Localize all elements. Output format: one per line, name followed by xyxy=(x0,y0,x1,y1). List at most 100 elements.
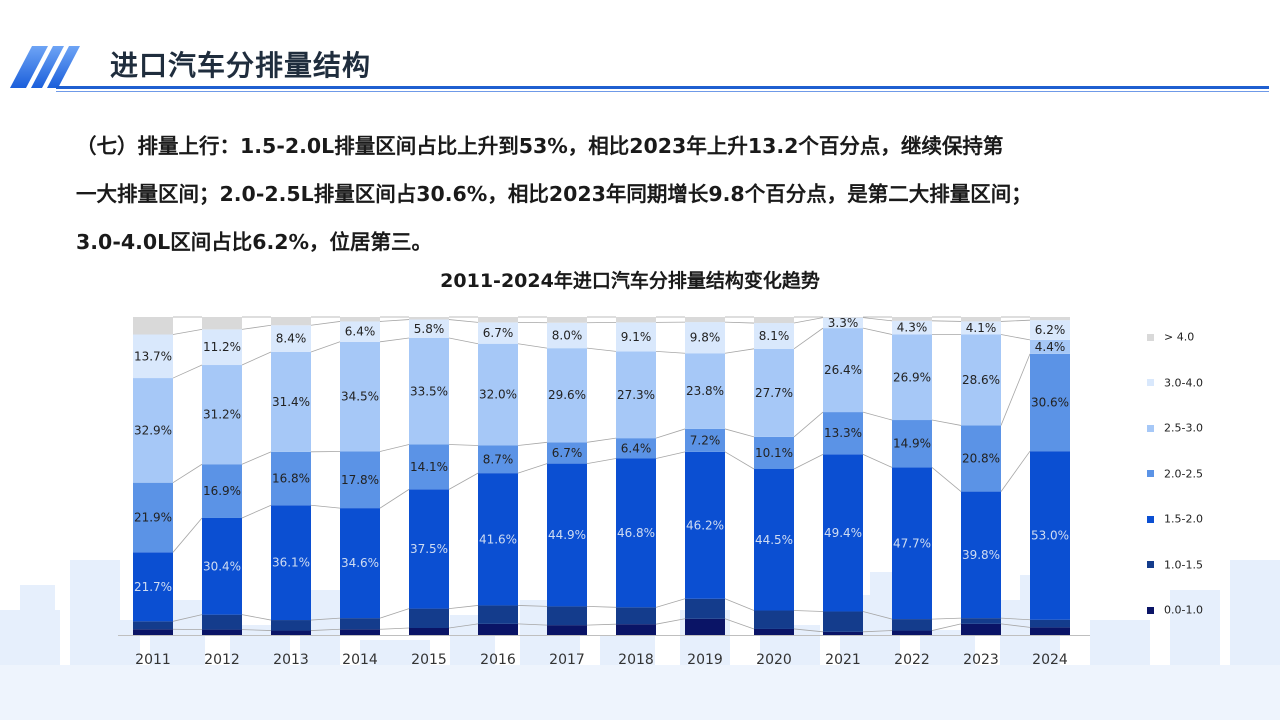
legend-swatch xyxy=(1147,424,1154,432)
series-connector-line xyxy=(172,463,203,484)
data-label: 29.6% xyxy=(548,388,586,402)
summary-line: （七）排量上行：1.5-2.0L排量区间占比上升到53%，相比2023年上升13… xyxy=(76,134,1004,158)
data-label: 7.2% xyxy=(690,433,721,447)
bar-segment xyxy=(823,631,863,635)
legend-item: 1.5-2.0 xyxy=(1147,512,1203,526)
bar-segment xyxy=(202,329,242,366)
series-connector-line xyxy=(724,348,755,354)
series-connector-line xyxy=(724,321,755,324)
series-connector-line xyxy=(1000,450,1031,492)
data-label: 8.1% xyxy=(759,329,790,343)
stacked-bar-chart: 21.7% 30.4% 36.1% 34.6% 37.5% 41.6% 44.9% 46.8%… xyxy=(118,316,1090,668)
legend-swatch xyxy=(1147,606,1154,614)
data-label: 26.4% xyxy=(824,363,862,377)
x-tick-label: 2017 xyxy=(549,652,585,668)
data-label: 6.7% xyxy=(552,446,583,460)
bar-segment xyxy=(547,322,587,349)
bar-segment xyxy=(478,605,518,624)
x-tick-label: 2013 xyxy=(273,652,309,668)
bar-segment xyxy=(478,322,518,344)
data-label: 13.7% xyxy=(134,349,172,363)
legend-swatch xyxy=(1147,379,1154,386)
series-connector-line xyxy=(172,329,203,335)
data-label: 8.4% xyxy=(276,332,307,346)
bar-segment xyxy=(409,608,449,629)
bar-segment xyxy=(547,625,587,635)
series-connector-line xyxy=(586,623,617,626)
data-label: 30.6% xyxy=(1031,396,1069,410)
series-connector-line xyxy=(655,451,686,459)
bar-segment xyxy=(133,317,173,335)
series-connector-line xyxy=(862,411,893,421)
bar-segment xyxy=(202,629,242,635)
series-connector-line xyxy=(448,623,479,629)
legend-item: 2.5-3.0 xyxy=(1147,421,1203,435)
legend-label: 0.0-1.0 xyxy=(1164,603,1203,617)
bar-segment xyxy=(478,445,518,474)
series-connector-line xyxy=(1000,353,1031,426)
bar-segment xyxy=(547,463,587,607)
bar-segment xyxy=(823,328,863,413)
series-connector-line xyxy=(172,364,203,379)
bar-segment xyxy=(478,623,518,635)
series-connector-line xyxy=(241,324,272,330)
bar-segment xyxy=(754,469,794,611)
series-connector-line xyxy=(1000,334,1031,341)
series-connector-line xyxy=(448,444,479,446)
series-connector-line xyxy=(379,608,410,619)
bar-segment xyxy=(271,317,311,326)
page-title: 进口汽车分排量结构 xyxy=(110,49,372,82)
bar-segment xyxy=(616,458,656,608)
bar-segment xyxy=(202,464,242,518)
legend-label: 2.0-2.5 xyxy=(1164,467,1203,480)
series-connector-line xyxy=(448,319,479,323)
bar-segment xyxy=(685,322,725,354)
data-label: 46.2% xyxy=(686,518,724,532)
data-label: 9.8% xyxy=(690,331,721,345)
data-label: 28.6% xyxy=(962,373,1000,387)
bar-segment xyxy=(754,628,794,635)
series-connector-line xyxy=(793,411,824,438)
legend-item: 2.0-2.5 xyxy=(1147,467,1203,481)
legend-swatch xyxy=(1147,333,1154,341)
bar-segment xyxy=(340,451,380,509)
bar-segment xyxy=(685,618,725,635)
data-label: 27.3% xyxy=(617,388,655,402)
bar-segment xyxy=(1030,320,1070,340)
data-label: 44.9% xyxy=(548,528,586,542)
bar-segment xyxy=(202,365,242,465)
bar-segment xyxy=(133,378,173,483)
bar-segment xyxy=(1030,353,1070,452)
series-connector-line xyxy=(448,472,479,490)
bar-segment xyxy=(754,348,794,437)
series-connector-line xyxy=(655,598,686,608)
data-label: 46.8% xyxy=(617,526,655,540)
data-label: 21.7% xyxy=(134,580,172,594)
bar-segment xyxy=(271,451,311,506)
bar-segment xyxy=(616,607,656,625)
data-label: 44.5% xyxy=(755,533,793,547)
data-label: 6.4% xyxy=(621,441,652,455)
series-connector-line xyxy=(1000,617,1031,621)
series-connector-line xyxy=(862,611,893,620)
series-connector-line xyxy=(517,605,548,607)
series-connector-line xyxy=(241,504,272,519)
series-connector-line xyxy=(517,343,548,349)
data-label: 10.1% xyxy=(755,446,793,460)
data-label: 16.9% xyxy=(203,484,241,498)
series-connector-line xyxy=(586,605,617,608)
x-tick-label: 2011 xyxy=(135,652,171,668)
series-connector-lines xyxy=(172,316,1031,633)
summary-line: 一大排量区间；2.0-2.5L排量区间占30.6%，相比2023年同期增长9.8… xyxy=(76,182,1032,206)
bar-segment xyxy=(685,598,725,619)
data-label: 32.0% xyxy=(479,388,517,402)
bar-segment xyxy=(340,341,380,452)
bar-segment xyxy=(409,319,449,338)
series-connector-line xyxy=(379,489,410,509)
series-connector-line xyxy=(586,347,617,352)
bar-segment xyxy=(409,317,449,320)
bar-segment xyxy=(340,317,380,322)
bar-segment xyxy=(616,438,656,459)
data-label: 31.2% xyxy=(203,408,241,422)
